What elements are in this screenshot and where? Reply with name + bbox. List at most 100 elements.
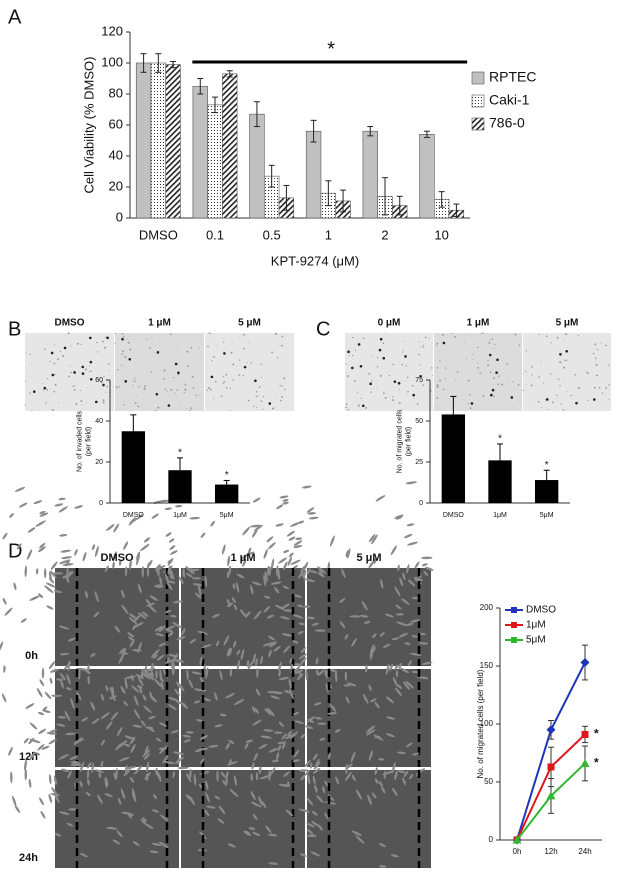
cell xyxy=(154,563,161,571)
cell xyxy=(290,731,299,739)
cell xyxy=(306,616,315,620)
cell xyxy=(559,352,562,356)
cell xyxy=(406,742,413,748)
y-axis-label: (per field) xyxy=(405,427,412,457)
cell xyxy=(282,585,290,590)
texture xyxy=(138,385,140,388)
cell xyxy=(378,780,384,788)
cell xyxy=(290,663,294,670)
cell xyxy=(229,788,239,798)
cell xyxy=(186,773,192,783)
cell xyxy=(94,769,104,773)
cell xyxy=(121,604,129,614)
marker xyxy=(580,758,590,767)
cell xyxy=(289,657,293,665)
cell xyxy=(397,564,400,572)
micrograph xyxy=(25,333,114,411)
texture xyxy=(439,360,441,362)
cell xyxy=(24,759,27,771)
cell xyxy=(54,503,64,507)
cell xyxy=(151,649,160,658)
cell xyxy=(214,724,223,728)
texture xyxy=(76,342,79,345)
error-bar xyxy=(450,395,457,415)
cell xyxy=(263,595,271,599)
cell xyxy=(114,625,121,633)
cell xyxy=(149,691,154,701)
cell xyxy=(304,759,311,768)
cell xyxy=(94,545,99,557)
texture xyxy=(144,385,147,388)
cell xyxy=(123,541,129,550)
cell xyxy=(264,708,272,716)
cell xyxy=(133,615,141,623)
texture xyxy=(151,337,153,339)
cell xyxy=(308,516,319,520)
cell xyxy=(61,768,70,773)
texture xyxy=(424,336,427,339)
texture xyxy=(53,390,56,393)
cell xyxy=(282,501,289,505)
cell xyxy=(27,527,36,533)
micrograph xyxy=(55,669,179,767)
texture xyxy=(456,371,459,373)
bar xyxy=(249,113,265,219)
texture xyxy=(477,346,479,349)
cell xyxy=(66,571,73,575)
cell xyxy=(174,362,178,366)
texture xyxy=(275,397,277,399)
cell xyxy=(278,676,290,680)
cell xyxy=(78,668,81,680)
texture xyxy=(368,372,371,375)
cell xyxy=(397,684,403,690)
texture xyxy=(601,392,604,394)
texture xyxy=(54,383,57,386)
cell xyxy=(268,748,278,753)
texture xyxy=(430,367,433,369)
cell xyxy=(240,555,247,560)
texture xyxy=(248,399,250,402)
cell xyxy=(100,760,104,768)
cell xyxy=(343,684,351,687)
cell xyxy=(106,336,109,340)
cell xyxy=(128,517,136,526)
cell xyxy=(16,543,22,550)
texture xyxy=(258,395,260,397)
cell xyxy=(225,771,229,780)
cell xyxy=(226,571,230,579)
texture xyxy=(89,365,91,367)
cell xyxy=(167,404,171,407)
cell xyxy=(91,544,96,551)
texture xyxy=(600,342,602,344)
y-axis-label: No. of invaded cells xyxy=(76,410,83,472)
cell xyxy=(252,719,262,726)
cell xyxy=(292,759,300,763)
cell xyxy=(283,645,291,653)
texture xyxy=(608,398,610,401)
texture xyxy=(262,408,264,410)
texture xyxy=(57,402,59,404)
texture xyxy=(538,376,540,378)
texture xyxy=(586,371,589,374)
cell xyxy=(155,767,158,775)
cell xyxy=(256,667,259,678)
cell xyxy=(118,559,122,566)
texture xyxy=(164,388,167,391)
texture xyxy=(401,363,403,366)
cell xyxy=(169,571,173,580)
texture xyxy=(507,380,509,382)
cell xyxy=(29,751,36,761)
cell xyxy=(296,604,304,608)
cell xyxy=(81,365,85,369)
cell xyxy=(10,771,13,784)
cell xyxy=(165,625,176,630)
texture xyxy=(250,362,252,364)
texture xyxy=(70,345,72,347)
cell xyxy=(375,495,386,502)
cell xyxy=(60,549,72,553)
texture xyxy=(595,357,597,359)
cell xyxy=(301,571,306,581)
texture xyxy=(559,385,561,387)
texture xyxy=(239,359,241,361)
cell xyxy=(412,752,420,756)
